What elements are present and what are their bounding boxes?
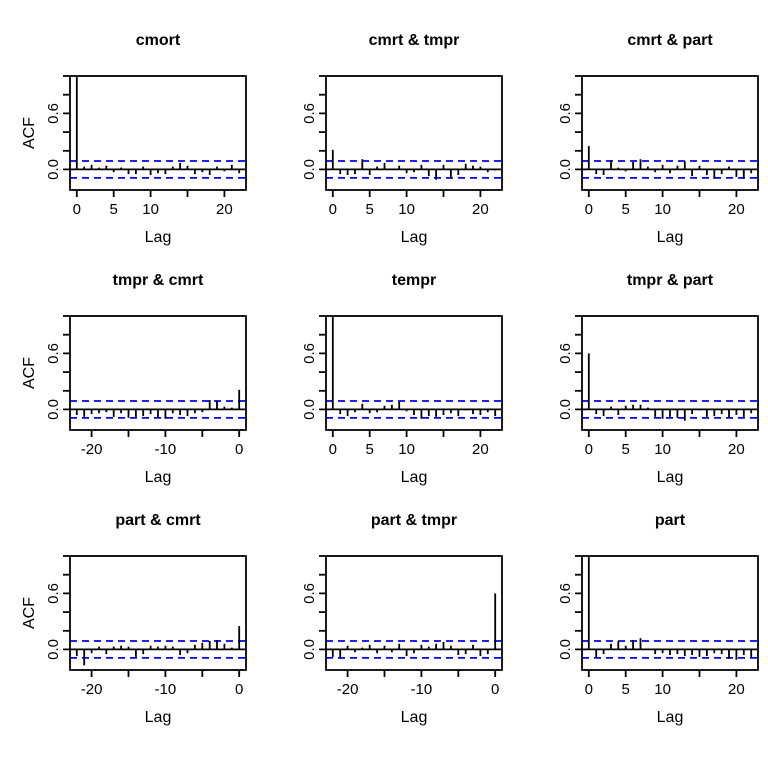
panel-title: tmpr & cmrt <box>112 272 204 289</box>
svg-text:Lag: Lag <box>145 469 172 486</box>
panel-title: cmrt & tmpr <box>368 32 460 49</box>
svg-text:0: 0 <box>585 441 593 458</box>
svg-text:20: 20 <box>728 681 745 698</box>
svg-text:Lag: Lag <box>657 229 684 246</box>
svg-text:0: 0 <box>235 681 243 698</box>
svg-text:0: 0 <box>585 201 593 218</box>
svg-text:Lag: Lag <box>401 469 428 486</box>
ccf-plot-tmpr-cmrt: 0.0 0.6 -20 -10 0 Lag ACF <box>21 315 247 486</box>
svg-text:ACF: ACF <box>21 117 38 149</box>
panel-part-tmpr: part & tmpr 0.0 0.6 -20 -10 0 Lag <box>256 492 512 732</box>
panel-grid: cmort 0.0 0.6 0 5 10 20 Lag ACF cmrt & tmpr 0.0… <box>0 12 768 732</box>
svg-text:ACF: ACF <box>21 597 38 629</box>
svg-text:0.6: 0.6 <box>301 583 318 604</box>
svg-text:20: 20 <box>216 201 233 218</box>
svg-text:5: 5 <box>110 201 118 218</box>
svg-text:Lag: Lag <box>145 709 172 726</box>
panel-cmrt-part: cmrt & part 0.0 0.6 0 5 10 20 Lag <box>512 12 768 252</box>
svg-text:-10: -10 <box>155 681 177 698</box>
svg-text:0.6: 0.6 <box>45 583 62 604</box>
svg-text:Lag: Lag <box>401 709 428 726</box>
svg-text:Lag: Lag <box>401 229 428 246</box>
svg-text:0: 0 <box>329 201 337 218</box>
svg-text:-20: -20 <box>337 681 359 698</box>
svg-text:0.0: 0.0 <box>45 399 62 420</box>
svg-text:0.0: 0.0 <box>45 639 62 660</box>
acf-plot-part: 0.0 0.6 0 5 10 20 Lag <box>557 555 759 726</box>
svg-text:10: 10 <box>654 681 671 698</box>
svg-text:0.6: 0.6 <box>301 343 318 364</box>
svg-text:0.0: 0.0 <box>301 159 318 180</box>
svg-text:20: 20 <box>472 201 489 218</box>
svg-text:5: 5 <box>622 441 630 458</box>
svg-text:-20: -20 <box>81 441 103 458</box>
svg-text:20: 20 <box>728 441 745 458</box>
acf-plot-cmort: 0.0 0.6 0 5 10 20 Lag ACF <box>21 75 247 246</box>
panel-title: part <box>654 512 686 529</box>
panel-tmpr-part: tmpr & part 0.0 0.6 0 5 10 20 Lag <box>512 252 768 492</box>
svg-text:0: 0 <box>585 681 593 698</box>
svg-text:5: 5 <box>366 441 374 458</box>
svg-text:20: 20 <box>728 201 745 218</box>
ccf-plot-part-tmpr: 0.0 0.6 -20 -10 0 Lag <box>301 555 503 726</box>
svg-text:-20: -20 <box>81 681 103 698</box>
svg-text:Lag: Lag <box>657 469 684 486</box>
svg-text:0: 0 <box>329 441 337 458</box>
panel-cmrt-tmpr: cmrt & tmpr 0.0 0.6 0 5 10 20 Lag <box>256 12 512 252</box>
svg-text:0.0: 0.0 <box>557 159 574 180</box>
svg-text:0.0: 0.0 <box>557 399 574 420</box>
svg-text:Lag: Lag <box>145 229 172 246</box>
panel-title: cmort <box>135 32 181 49</box>
svg-text:0.6: 0.6 <box>301 103 318 124</box>
svg-text:0: 0 <box>73 201 81 218</box>
svg-text:0.6: 0.6 <box>45 343 62 364</box>
svg-text:0.6: 0.6 <box>557 103 574 124</box>
svg-text:ACF: ACF <box>21 357 38 389</box>
svg-text:5: 5 <box>622 201 630 218</box>
svg-text:10: 10 <box>654 441 671 458</box>
svg-text:Lag: Lag <box>657 709 684 726</box>
svg-text:0.0: 0.0 <box>301 399 318 420</box>
ccf-plot-part-cmrt: 0.0 0.6 -20 -10 0 Lag ACF <box>21 555 247 726</box>
svg-text:0.0: 0.0 <box>557 639 574 660</box>
svg-text:0.6: 0.6 <box>557 343 574 364</box>
ccf-plot-cmrt-tmpr: 0.0 0.6 0 5 10 20 Lag <box>301 75 503 246</box>
svg-text:0.6: 0.6 <box>45 103 62 124</box>
svg-text:0.0: 0.0 <box>301 639 318 660</box>
svg-text:10: 10 <box>142 201 159 218</box>
ccf-plot-cmrt-part: 0.0 0.6 0 5 10 20 Lag <box>557 75 759 246</box>
svg-text:5: 5 <box>622 681 630 698</box>
svg-text:10: 10 <box>398 201 415 218</box>
panel-tmpr-cmrt: tmpr & cmrt 0.0 0.6 -20 -10 0 Lag ACF <box>0 252 256 492</box>
svg-text:0.0: 0.0 <box>45 159 62 180</box>
svg-text:-10: -10 <box>155 441 177 458</box>
svg-text:0: 0 <box>491 681 499 698</box>
panel-cmort: cmort 0.0 0.6 0 5 10 20 Lag ACF <box>0 12 256 252</box>
svg-text:10: 10 <box>654 201 671 218</box>
panel-tempr: tempr 0.0 0.6 0 5 10 20 Lag <box>256 252 512 492</box>
acf-plot-tempr: 0.0 0.6 0 5 10 20 Lag <box>301 315 503 486</box>
svg-text:20: 20 <box>472 441 489 458</box>
panel-title: tempr <box>391 272 437 289</box>
panel-title: part & tmpr <box>370 512 458 529</box>
svg-text:-10: -10 <box>411 681 433 698</box>
panel-title: tmpr & part <box>626 272 714 289</box>
svg-text:5: 5 <box>366 201 374 218</box>
svg-text:0: 0 <box>235 441 243 458</box>
svg-text:10: 10 <box>398 441 415 458</box>
svg-text:0.6: 0.6 <box>557 583 574 604</box>
ccf-plot-tmpr-part: 0.0 0.6 0 5 10 20 Lag <box>557 315 759 486</box>
panel-title: cmrt & part <box>627 32 713 49</box>
panel-title: part & cmrt <box>115 512 201 529</box>
panel-part: part 0.0 0.6 0 5 10 20 Lag <box>512 492 768 732</box>
panel-part-cmrt: part & cmrt 0.0 0.6 -20 -10 0 Lag ACF <box>0 492 256 732</box>
